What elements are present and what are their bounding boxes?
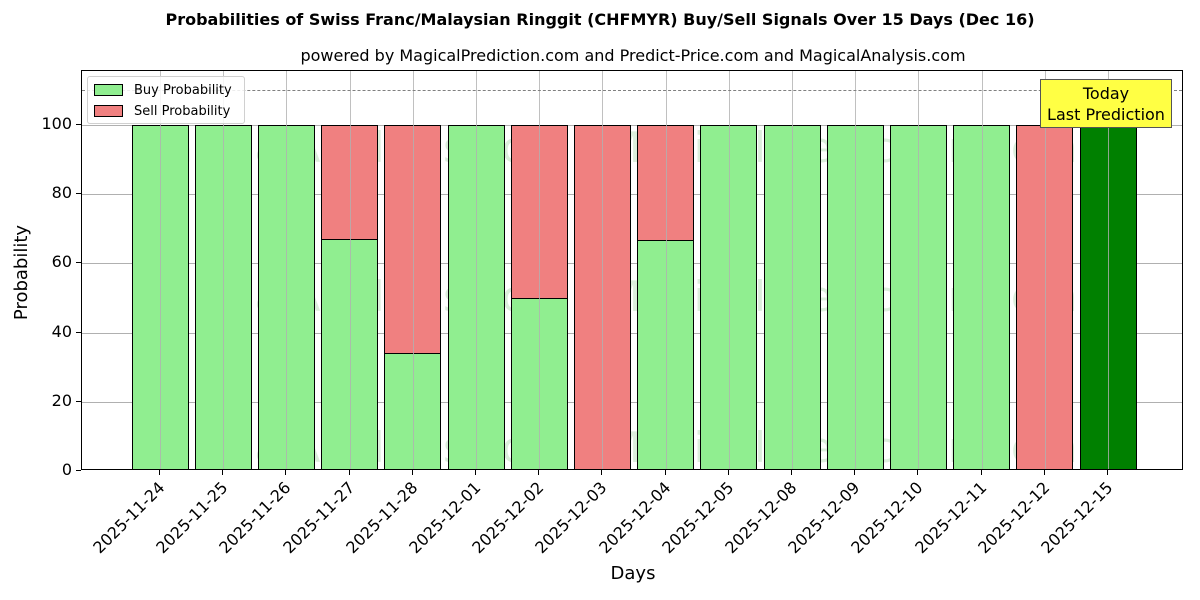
x-tick-mark [791,470,792,475]
y-tick-label: 80 [51,183,72,203]
gridline-vertical [918,71,920,469]
y-tick-label: 60 [51,252,72,272]
gridline-vertical [160,71,161,469]
gridline-vertical [728,71,730,469]
gridline-horizontal [82,332,1182,334]
x-tick-mark [601,470,603,475]
legend-label-buy: Buy Probability [134,82,232,98]
y-axis-label: Probability [11,224,33,321]
gridline-vertical [539,71,541,469]
gridline-vertical [602,71,604,469]
gridline-vertical [412,71,414,469]
today-annotation: Today Last Prediction [1040,79,1172,128]
legend-item-buy: Buy Probability [94,82,232,98]
y-tick-label: 40 [51,321,72,341]
gridline-vertical [223,71,225,469]
x-tick-mark [854,470,856,475]
plot-area: MagicalAnalysis.comMagicalAnalysis.comMa… [81,70,1183,470]
gridline-horizontal [82,401,1182,403]
legend-item-sell: Sell Probability [94,103,230,119]
y-tick-mark [76,262,81,264]
gridline-horizontal [82,263,1182,265]
y-tick-label: 100 [41,114,72,133]
sell-swatch-icon [94,105,123,117]
y-tick-mark [76,193,81,195]
last-prediction-label: Last Prediction [1047,105,1165,124]
gridline-vertical [1108,71,1109,469]
y-tick-mark [76,331,81,333]
x-tick-mark [411,470,413,475]
x-tick-mark [285,470,287,475]
x-tick-mark [222,470,224,475]
legend-label-sell: Sell Probability [134,103,231,119]
gridline-vertical [286,71,288,469]
gridline-horizontal [82,125,1182,126]
x-tick-mark [348,470,350,475]
chart-title: Probabilities of Swiss Franc/Malaysian R… [165,10,1035,29]
gridline-vertical [1044,71,1046,469]
gridline-vertical [981,71,983,469]
x-tick-mark [538,470,540,475]
x-axis-label: Days [610,563,656,584]
gridline-vertical [855,71,857,469]
gridline-vertical [349,71,351,469]
x-tick-mark [980,470,982,475]
today-label: Today [1082,84,1130,103]
buy-swatch-icon [94,84,123,96]
gridline-vertical [476,71,477,469]
x-tick-mark [727,470,729,475]
reference-line [82,90,1182,92]
x-tick-mark [159,470,160,475]
chart-subtitle: powered by MagicalPrediction.com and Pre… [300,46,966,65]
gridline-vertical [665,71,667,469]
y-tick-label: 20 [51,390,72,410]
gridline-horizontal [82,194,1182,196]
x-tick-mark [1043,470,1045,475]
y-tick-mark [76,470,81,471]
x-tick-mark [1107,470,1108,475]
x-tick-mark [664,470,666,475]
y-tick-mark [76,124,81,125]
gridline-vertical [792,71,793,469]
x-tick-mark [917,470,919,475]
y-tick-mark [76,400,81,402]
x-tick-mark [475,470,476,475]
legend: Buy Probability Sell Probability [87,76,245,124]
y-tick-label: 0 [61,460,72,479]
